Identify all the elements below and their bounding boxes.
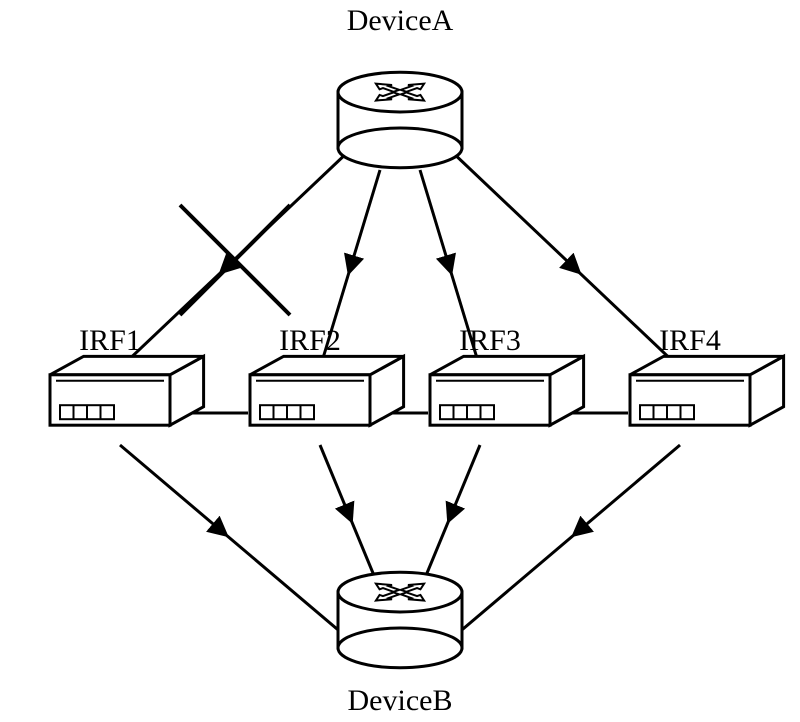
label-irf4: IRF4	[659, 324, 721, 357]
label-deviceB: DeviceB	[348, 684, 453, 717]
label-irf3: IRF3	[459, 324, 521, 357]
router-deviceA	[338, 72, 462, 167]
label-irf2: IRF2	[279, 324, 341, 357]
edge-irf4-deviceB	[450, 445, 680, 640]
edge-irf1-deviceB	[120, 445, 350, 640]
router-deviceB	[338, 572, 462, 667]
edge-irf3-deviceB	[420, 445, 480, 590]
switch-irf2	[250, 356, 404, 425]
network-diagram: DeviceA DeviceB IRF1 IRF2 IRF3 IRF4	[0, 0, 800, 722]
label-deviceA: DeviceA	[347, 4, 454, 37]
switch-irf3	[430, 356, 584, 425]
label-irf1: IRF1	[79, 324, 141, 357]
edge-irf2-deviceB	[320, 445, 380, 590]
switch-irf1	[50, 356, 204, 425]
switch-irf4	[630, 356, 784, 425]
link-broken-mark	[180, 205, 290, 315]
